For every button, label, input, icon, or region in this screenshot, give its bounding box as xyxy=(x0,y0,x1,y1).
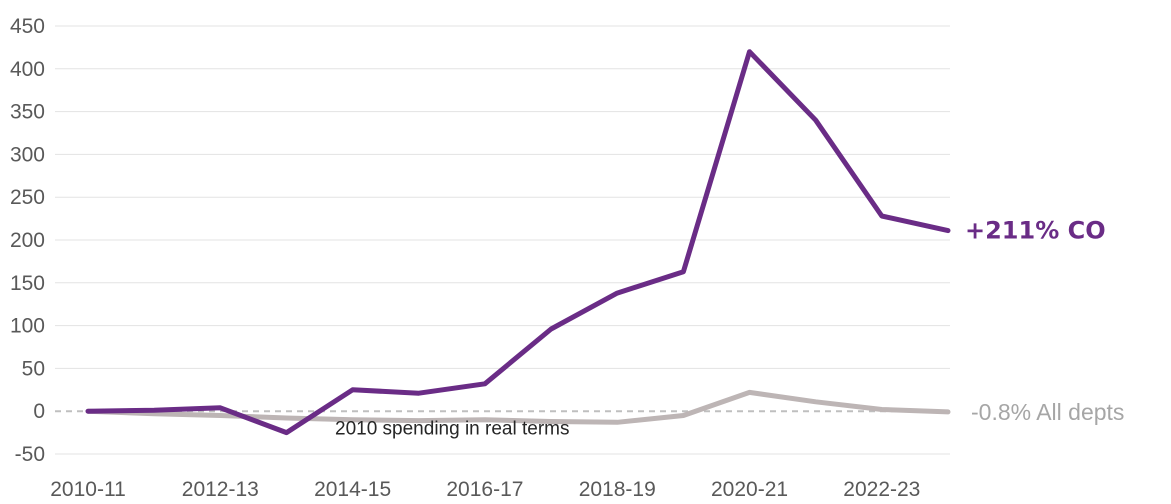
baseline-annotation: 2010 spending in real terms xyxy=(335,418,569,439)
x-tick-label: 2010-11 xyxy=(50,478,126,501)
x-tick-label: 2016-17 xyxy=(446,478,523,501)
y-tick-label: 200 xyxy=(10,229,45,252)
y-tick-label: 350 xyxy=(10,101,45,124)
y-axis: -50 0 50 100 150 200 250 300 350 400 450 xyxy=(10,15,45,466)
series-line-co xyxy=(88,52,948,433)
y-tick-label: 100 xyxy=(10,315,45,338)
series-lines xyxy=(88,52,948,433)
x-tick-label: 2014-15 xyxy=(314,478,391,501)
y-tick-label: 50 xyxy=(22,357,45,380)
end-label-co: +211% CO xyxy=(965,217,1106,245)
x-tick-label: 2020-21 xyxy=(711,478,788,501)
x-tick-label: 2012-13 xyxy=(182,478,259,501)
x-tick-label: 2022-23 xyxy=(843,478,920,501)
y-tick-label: 0 xyxy=(33,400,45,423)
y-tick-label: 400 xyxy=(10,58,45,81)
gridlines xyxy=(55,26,950,454)
y-tick-label: 450 xyxy=(10,15,45,38)
x-tick-label: 2018-19 xyxy=(579,478,656,501)
end-label-all-depts: -0.8% All depts xyxy=(971,399,1124,425)
y-tick-label: 300 xyxy=(10,143,45,166)
y-tick-label: 150 xyxy=(10,272,45,295)
x-axis: 2010-11 2012-13 2014-15 2016-17 2018-19 2020-… xyxy=(50,478,920,501)
y-tick-label: -50 xyxy=(15,443,45,466)
end-labels: +211% CO -0.8% All depts xyxy=(965,217,1124,425)
y-tick-label: 250 xyxy=(10,186,45,209)
